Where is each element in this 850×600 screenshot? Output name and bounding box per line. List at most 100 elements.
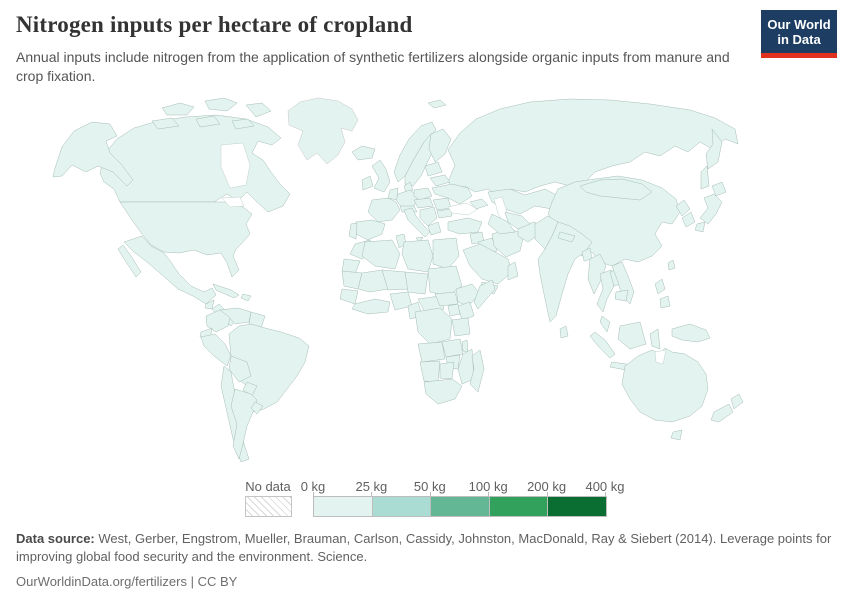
country-bulgaria[interactable] (436, 208, 453, 219)
country-hispaniola[interactable] (240, 293, 252, 302)
country-canada-arctic-islands[interactable] (204, 97, 238, 112)
country-vietnam[interactable] (611, 261, 635, 305)
country-tasmania[interactable] (670, 429, 683, 441)
country-united-kingdom[interactable] (371, 159, 391, 193)
country-japan-kyushu[interactable] (694, 221, 706, 233)
legend-bin-3[interactable] (489, 497, 549, 516)
country-drc[interactable] (414, 307, 453, 345)
country-caucasus[interactable] (469, 198, 489, 210)
country-finland[interactable] (428, 128, 452, 163)
country-egypt[interactable] (432, 237, 460, 270)
country-canada-arctic-islands[interactable] (151, 117, 180, 130)
footer-link[interactable]: OurWorldinData.org/fertilizers (16, 574, 187, 590)
country-australia[interactable] (621, 347, 709, 423)
country-venezuela[interactable] (219, 307, 252, 325)
country-canada-arctic-islands[interactable] (245, 102, 272, 118)
country-madagascar[interactable] (469, 349, 485, 393)
country-mexico[interactable] (123, 235, 217, 305)
country-belarus[interactable] (429, 174, 451, 187)
country-mongolia[interactable] (579, 178, 653, 201)
country-ireland[interactable] (361, 175, 374, 191)
country-japan-hokkaido[interactable] (711, 181, 727, 197)
country-new-zealand-south[interactable] (710, 403, 734, 423)
country-new-guinea[interactable] (671, 323, 711, 343)
country-nepal[interactable] (557, 231, 576, 243)
country-cuba[interactable] (212, 283, 240, 299)
country-denmark[interactable] (403, 181, 414, 194)
country-west-africa-coast[interactable] (351, 298, 391, 315)
country-czech-hungary[interactable] (413, 197, 434, 209)
country-sudan[interactable] (427, 265, 463, 297)
country-new-zealand-north[interactable] (730, 393, 744, 410)
country-sri-lanka[interactable] (559, 325, 569, 339)
country-south-korea[interactable] (681, 211, 696, 228)
country-bolivia[interactable] (228, 355, 252, 383)
legend-no-data-swatch[interactable] (245, 496, 292, 517)
country-greenland[interactable] (287, 97, 359, 165)
country-borneo[interactable] (617, 321, 647, 350)
country-uruguay[interactable] (250, 401, 264, 415)
country-kenya[interactable] (457, 301, 475, 321)
country-north-korea[interactable] (675, 199, 691, 217)
country-indonesia-sumatra[interactable] (589, 331, 616, 359)
country-tanzania[interactable] (451, 317, 471, 337)
country-iceland[interactable] (351, 145, 376, 161)
country-canada-arctic-islands[interactable] (195, 115, 221, 128)
country-senegal-guinea[interactable] (339, 288, 359, 305)
country-canada-arctic-islands[interactable] (161, 102, 195, 116)
country-svalbard[interactable] (427, 99, 447, 109)
country-myanmar[interactable] (587, 253, 607, 295)
country-cambodia[interactable] (614, 289, 629, 302)
legend-bin-1[interactable] (372, 497, 432, 516)
country-philippines[interactable] (659, 295, 671, 309)
country-greece[interactable] (427, 221, 442, 236)
country-turkmenistan[interactable] (487, 213, 516, 235)
country-france[interactable] (367, 197, 401, 223)
country-usa-alaska[interactable] (52, 121, 134, 187)
country-oman[interactable] (507, 261, 519, 281)
country-mozambique[interactable] (457, 348, 475, 385)
country-uganda[interactable] (447, 303, 461, 317)
country-afghanistan[interactable] (517, 221, 541, 243)
country-baltics[interactable] (424, 161, 443, 177)
country-namibia[interactable] (419, 360, 441, 383)
country-india[interactable] (537, 221, 593, 323)
country-ukraine[interactable] (431, 183, 473, 205)
legend-bin-2[interactable] (431, 497, 490, 516)
country-philippines[interactable] (654, 278, 666, 295)
country-taiwan[interactable] (667, 259, 676, 271)
country-spain[interactable] (355, 219, 386, 241)
country-somalia[interactable] (473, 279, 496, 310)
country-canada[interactable] (99, 114, 291, 213)
country-peru[interactable] (200, 333, 232, 367)
country-malaysia[interactable] (599, 315, 611, 333)
legend-bin-0[interactable] (314, 497, 373, 516)
country-japan-honshu[interactable] (699, 193, 723, 225)
country-italy-sicily[interactable] (415, 236, 424, 244)
country-romania[interactable] (432, 197, 452, 211)
country-mali[interactable] (357, 269, 389, 293)
country-turkey[interactable] (447, 217, 483, 235)
country-russia-sakhalin[interactable] (700, 165, 710, 190)
country-norway[interactable] (393, 121, 437, 183)
country-usa[interactable] (119, 201, 253, 278)
country-libya[interactable] (401, 239, 434, 273)
country-canada-arctic-islands[interactable] (231, 118, 255, 130)
country-algeria[interactable] (361, 239, 401, 270)
country-uzbekistan[interactable] (504, 211, 531, 230)
country-south-africa[interactable] (423, 378, 463, 405)
country-angola[interactable] (417, 341, 446, 363)
country-chad[interactable] (404, 271, 429, 295)
country-malawi[interactable] (461, 339, 469, 353)
country-mexico-baja[interactable] (117, 244, 142, 278)
country-ethiopia[interactable] (455, 283, 481, 307)
country-balkans[interactable] (419, 206, 438, 227)
country-portugal[interactable] (348, 222, 358, 240)
country-indonesia-sulawesi[interactable] (649, 328, 661, 350)
country-russia-kamchatka[interactable] (705, 128, 723, 170)
country-botswana[interactable] (439, 361, 455, 380)
country-argentina[interactable] (230, 388, 258, 460)
country-poland[interactable] (413, 187, 433, 201)
legend-bin-4[interactable] (548, 497, 606, 516)
country-zambia[interactable] (441, 338, 464, 358)
